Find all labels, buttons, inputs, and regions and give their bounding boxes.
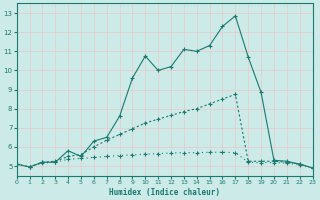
X-axis label: Humidex (Indice chaleur): Humidex (Indice chaleur) [109,188,220,197]
